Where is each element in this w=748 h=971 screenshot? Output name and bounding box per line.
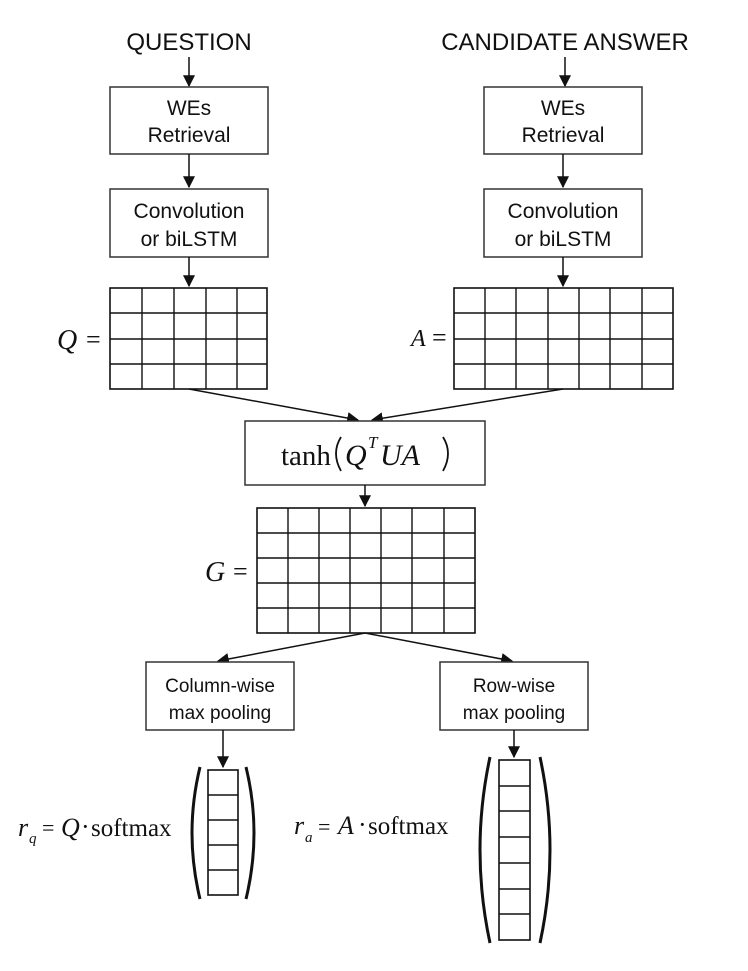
ra-equals: = (318, 814, 330, 839)
ra-vector (498, 759, 531, 941)
colpool-line2: max pooling (169, 703, 271, 724)
colpool-line1: Column-wise (165, 676, 275, 697)
tanh-q: Q (345, 439, 367, 472)
a-matrix-grid (453, 287, 674, 390)
row-pooling-box: Row-wise max pooling (439, 661, 589, 731)
rq-formula: r q = Q · softmax (18, 812, 172, 847)
rowpool-line1: Row-wise (473, 676, 555, 697)
q-symbol: Q (57, 325, 77, 356)
tanh-box: tanh Q T UA (244, 420, 486, 486)
rq-vector (207, 769, 239, 896)
q-equals: = (86, 325, 101, 354)
ra-dot: · (358, 810, 367, 839)
rq-subscript: q (29, 831, 37, 847)
g-matrix-label: G = (205, 557, 248, 588)
question-header: QUESTION (126, 29, 251, 56)
question-retrieval-line1: WEs (167, 97, 211, 120)
g-symbol: G (205, 557, 225, 588)
question-retrieval-box: WEs Retrieval (109, 86, 269, 155)
rq-q: Q (61, 813, 80, 842)
answer-encoder-line1: Convolution (508, 200, 619, 223)
arrow-q-to-tanh (188, 388, 360, 424)
answer-retrieval-line2: Retrieval (522, 124, 605, 147)
a-equals: = (432, 323, 447, 352)
rq-r: r (18, 813, 29, 842)
ra-right-bracket (538, 756, 552, 944)
rq-softmax: softmax (91, 815, 172, 842)
rq-right-bracket (244, 766, 256, 900)
g-matrix-grid (256, 507, 476, 634)
q-matrix-label: Q = (57, 325, 101, 356)
answer-encoder-box: Convolution or biLSTM (483, 188, 643, 258)
rq-equals: = (42, 815, 54, 840)
answer-retrieval-box: WEs Retrieval (483, 86, 643, 155)
question-encoder-box: Convolution or biLSTM (109, 188, 269, 258)
g-equals: = (233, 557, 248, 586)
rq-dot: · (81, 812, 90, 841)
answer-encoder-line2: or biLSTM (515, 228, 612, 251)
answer-retrieval-line1: WEs (541, 97, 585, 120)
arrow-g-to-colpool (216, 632, 366, 665)
arrow-a-to-tanh (370, 388, 564, 425)
ra-left-bracket (478, 756, 492, 944)
question-encoder-line2: or biLSTM (141, 228, 238, 251)
rq-left-bracket (190, 766, 202, 900)
question-retrieval-line2: Retrieval (148, 124, 231, 147)
tanh-ua: UA (380, 439, 421, 472)
ra-a: A (336, 811, 354, 840)
ra-formula: r a = A · softmax (294, 810, 449, 846)
column-pooling-box: Column-wise max pooling (145, 661, 295, 731)
tanh-left-paren (335, 436, 342, 472)
a-matrix-label: A = (409, 323, 447, 352)
rowpool-line2: max pooling (463, 703, 565, 724)
question-encoder-line1: Convolution (134, 200, 245, 223)
tanh-transpose: T (368, 433, 379, 452)
tanh-right-paren (442, 436, 449, 472)
candidate-answer-header: CANDIDATE ANSWER (441, 29, 689, 56)
ra-softmax: softmax (368, 813, 449, 840)
ra-r: r (294, 811, 305, 840)
tanh-func: tanh (281, 440, 331, 472)
a-symbol: A (409, 326, 426, 352)
q-matrix-grid (109, 287, 268, 390)
arrow-g-to-rowpool (364, 632, 514, 665)
ra-subscript: a (305, 830, 313, 846)
